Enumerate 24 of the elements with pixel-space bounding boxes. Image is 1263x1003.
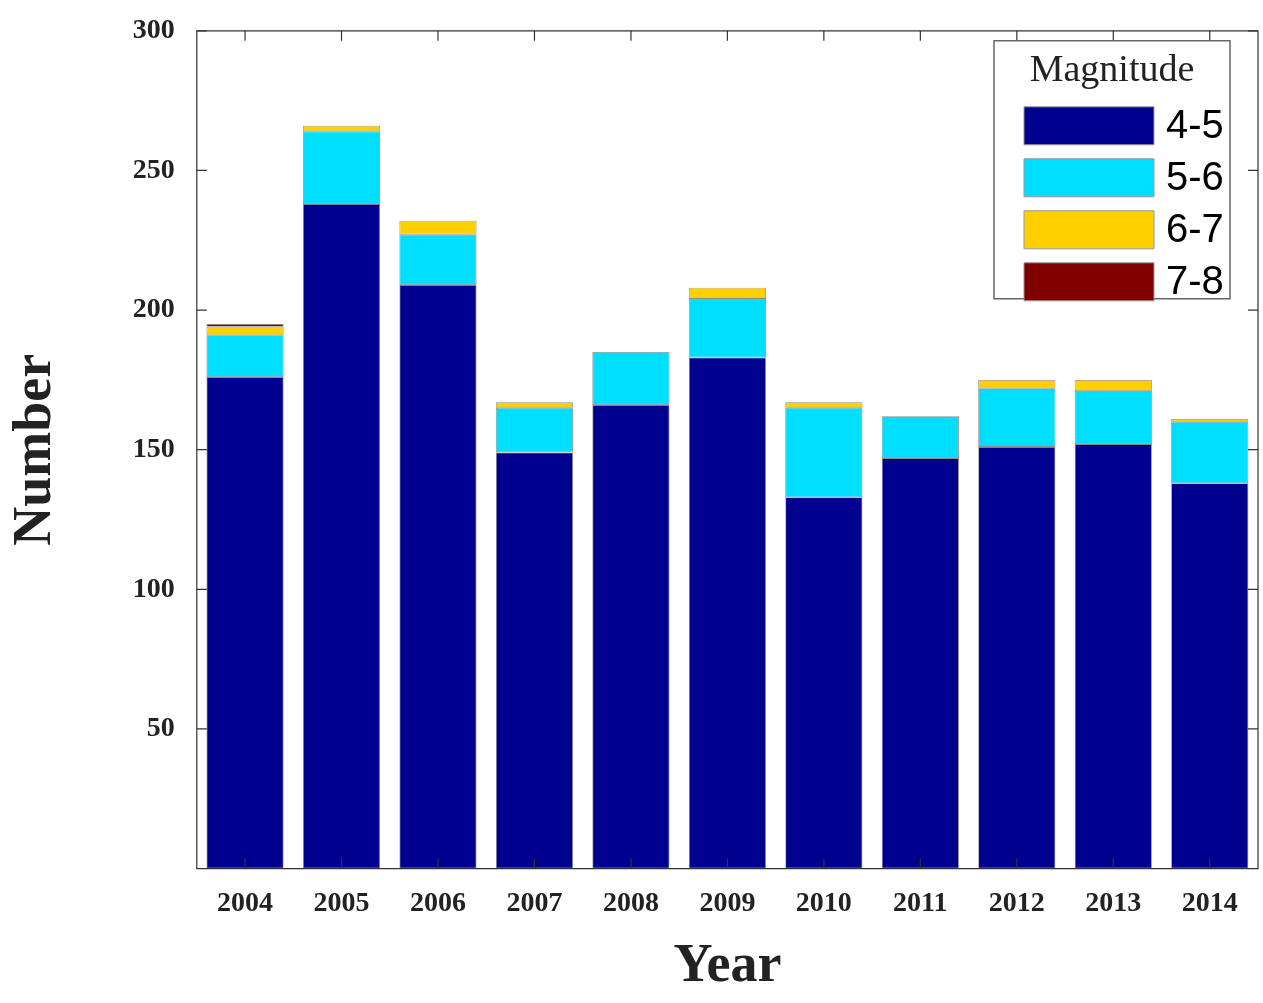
legend-label: 7-8 — [1166, 257, 1224, 302]
x-tick-label: 2010 — [795, 885, 852, 917]
x-tick-label: 2008 — [602, 885, 659, 917]
y-tick-label: 200 — [132, 292, 175, 324]
x-tick-label: 2005 — [313, 885, 370, 917]
x-axis-title: Year — [673, 932, 782, 993]
x-tick-label: 2012 — [988, 885, 1045, 917]
x-tick-label: 2004 — [217, 885, 274, 917]
y-tick-label: 100 — [132, 571, 175, 603]
legend-label: 6-7 — [1166, 205, 1224, 250]
y-tick-label: 250 — [132, 152, 175, 184]
y-tick-label: 150 — [132, 431, 175, 463]
y-tick-label: 300 — [132, 13, 175, 45]
legend-label: 5-6 — [1166, 153, 1224, 198]
legend-title: Magnitude — [1029, 46, 1195, 89]
x-tick-label: 2007 — [506, 885, 563, 917]
x-tick-label: 2014 — [1181, 885, 1238, 917]
x-tick-label: 2011 — [893, 885, 948, 917]
x-tick-label: 2009 — [699, 885, 756, 917]
legend-label: 4-5 — [1166, 101, 1224, 146]
y-tick-label: 50 — [146, 711, 175, 743]
x-tick-label: 2006 — [409, 885, 466, 917]
x-tick-label: 2013 — [1085, 885, 1142, 917]
y-axis-title: Number — [2, 353, 63, 546]
